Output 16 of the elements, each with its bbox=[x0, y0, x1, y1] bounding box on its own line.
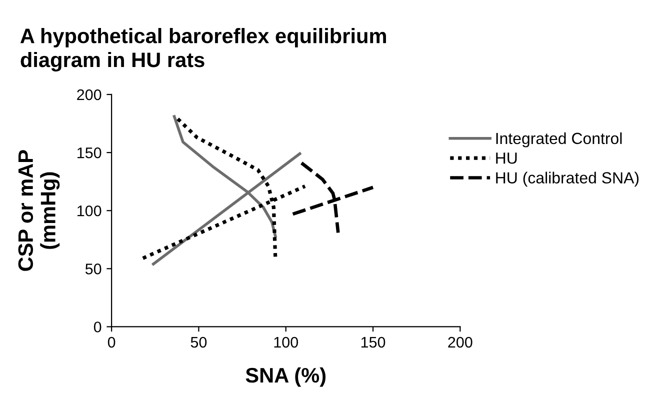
legend-label: Integrated Control bbox=[496, 132, 622, 148]
y-axis-title: CSP or mAP (mmHg) bbox=[18, 150, 60, 271]
x-axis-title: SNA (%) bbox=[246, 367, 326, 387]
y-tick-label: 0 bbox=[94, 322, 102, 332]
x-tick-label: 200 bbox=[448, 336, 472, 348]
legend-label: HU (calibrated SNA) bbox=[496, 172, 639, 187]
y-tick-label: 200 bbox=[77, 89, 102, 100]
y-tick-label: 150 bbox=[78, 147, 102, 158]
x-tick-label: 100 bbox=[274, 336, 298, 348]
x-tick-label: 0 bbox=[108, 336, 116, 348]
legend-label: HU bbox=[496, 152, 517, 164]
x-tick-label: 50 bbox=[190, 336, 207, 348]
y-tick-label: 50 bbox=[85, 264, 102, 274]
x-tick-label: 150 bbox=[361, 336, 386, 348]
y-tick-label: 100 bbox=[78, 205, 102, 216]
chart-title: A hypothetical baroreflex equilibrium diagram in HU rats bbox=[20, 28, 386, 72]
